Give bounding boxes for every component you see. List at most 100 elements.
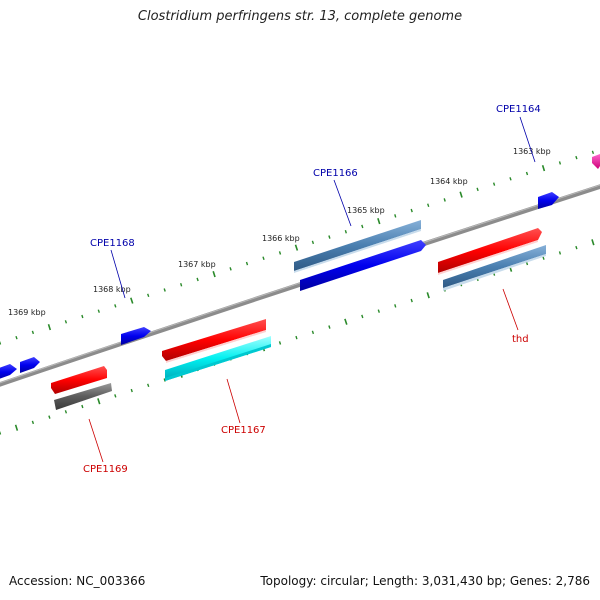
tick-minor [558, 161, 562, 165]
genome-backbone-highlight [0, 184, 600, 384]
genome-backbone [0, 184, 600, 387]
tick-minor [427, 203, 430, 208]
gene-cpe1167-cyan [165, 336, 271, 381]
tick-label-1364: 1364 kbp [430, 177, 468, 186]
tick-minor [130, 388, 133, 393]
map-title: Clostridium perfringens str. 13, complet… [137, 9, 463, 24]
tick-minor [525, 171, 529, 176]
tick-major [459, 191, 463, 198]
tick-minor [147, 293, 150, 298]
leader-cpe1168 [110, 249, 126, 299]
tick-minor [476, 187, 479, 192]
tick-minor [410, 298, 413, 303]
tick-major [377, 218, 381, 225]
tick-label-1366: 1366 kbp [262, 234, 300, 243]
gene-cpe1164-marker [538, 192, 559, 209]
tick-minor [163, 378, 166, 382]
tick-minor [311, 240, 315, 245]
tick-minor [245, 261, 249, 266]
tick-minor [377, 309, 380, 313]
gene-left-arrow-2 [0, 364, 17, 379]
tick-minor [394, 214, 397, 218]
tick-minor [0, 431, 2, 435]
gene-label-cpe1166: CPE1166 [313, 168, 358, 179]
tick-label-1365: 1365 kbp [347, 206, 385, 215]
tick-label-1368: 1368 kbp [93, 285, 131, 294]
gene-label-cpe1168: CPE1168 [90, 238, 135, 249]
tick-minor [410, 208, 413, 213]
tick-minor [31, 420, 35, 425]
tick-major [426, 292, 430, 299]
tick-major [541, 165, 546, 172]
tick-minor [443, 198, 446, 202]
tick-minor [81, 404, 84, 409]
gene-cpe1168-arrow [121, 327, 151, 345]
tick-minor [575, 155, 578, 160]
tick-minor [361, 224, 364, 229]
tick-minor [15, 335, 18, 340]
tick-major [130, 297, 134, 304]
tick-minor [278, 341, 282, 345]
tick-minor [229, 267, 232, 271]
gene-pink-edge [592, 154, 600, 169]
gene-cpe1167-red [162, 319, 266, 363]
gene-label-cpe1169: CPE1169 [83, 464, 128, 475]
tick-minor [97, 309, 100, 313]
tick-minor [114, 394, 117, 398]
tick-minor [344, 230, 347, 234]
tick-minor [163, 288, 166, 292]
tick-major [591, 239, 595, 246]
tick-minor [575, 245, 578, 250]
tick-major [344, 318, 348, 325]
tick-minor [48, 415, 51, 419]
tick-label-1369: 1369 kbp [8, 308, 46, 317]
tick-minor [180, 283, 183, 287]
tick-minor [64, 320, 68, 324]
tick-minor [64, 410, 68, 414]
tick-minor [81, 314, 84, 319]
tick-major [294, 244, 299, 251]
gene-thd-steel [443, 245, 546, 291]
tick-major [97, 398, 101, 405]
gene-cpe1169-red [51, 366, 107, 394]
gene-thd-feature [438, 228, 542, 275]
gene-label-thd: thd [512, 334, 529, 345]
tick-minor [542, 256, 545, 260]
gene-label-cpe1167: CPE1167 [221, 425, 266, 436]
accession-text: Accession: NC_003366 [9, 574, 146, 588]
tick-minor [509, 177, 512, 181]
tick-minor [31, 330, 35, 335]
tick-major [212, 271, 216, 278]
tick-minor [492, 182, 496, 186]
gene-left-arrow-1 [20, 357, 40, 373]
tick-label-1367: 1367 kbp [178, 260, 216, 269]
gene-cpe1166-feature [294, 220, 421, 273]
tick-minor [147, 383, 150, 388]
tick-minor [0, 341, 2, 345]
tick-minor [311, 330, 315, 335]
gene-label-cpe1164: CPE1164 [496, 104, 541, 115]
tick-major [47, 324, 52, 331]
tick-minor [328, 235, 331, 239]
tick-minor [114, 304, 117, 308]
tick-major [14, 424, 19, 431]
tick-track-outer [0, 150, 595, 345]
genome-summary-text: Topology: circular; Length: 3,031,430 bp… [260, 574, 590, 588]
leader-cpe1164 [519, 116, 536, 163]
tick-minor [295, 335, 298, 340]
gene-cpe1166-arrow [300, 240, 426, 291]
leader-thd [502, 288, 519, 331]
tick-minor [278, 251, 282, 255]
tick-minor [262, 256, 265, 261]
leader-cpe1166 [333, 179, 352, 227]
tick-minor [558, 251, 562, 255]
tick-minor [361, 314, 364, 319]
leader-cpe1169 [88, 418, 104, 463]
tick-minor [328, 325, 331, 329]
leader-cpe1167 [226, 378, 241, 424]
gene-cpe1169-gray [54, 383, 112, 410]
tick-minor [591, 150, 595, 155]
tick-minor [394, 304, 397, 308]
tick-minor [196, 277, 199, 282]
